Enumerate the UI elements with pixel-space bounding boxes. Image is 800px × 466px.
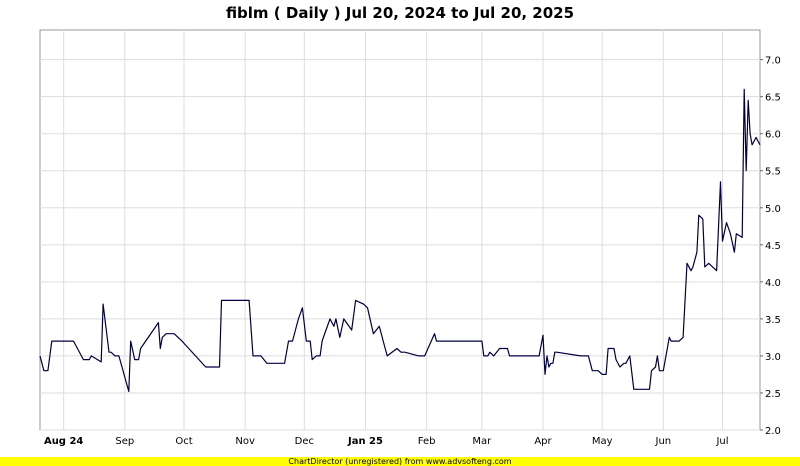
grid-layer	[40, 30, 760, 431]
x-tick-label: Feb	[418, 436, 436, 447]
y-tick-label: 3.0	[765, 352, 781, 363]
y-tick-label: 6.5	[765, 93, 781, 104]
watermark-footer: ChartDirector (unregistered) from www.ad…	[0, 457, 800, 466]
axis-layer: 2.0 2.5 3.0 3.5 4.0 4.5 5.0 5.5 6.0 6.5 7.0 Aug 24 S…	[44, 56, 781, 447]
y-tick-label: 4.0	[765, 278, 781, 289]
x-tick-label: Jun	[655, 436, 672, 447]
x-tick-label: Aug 24	[44, 436, 83, 447]
series-layer	[39, 88, 761, 393]
y-tick-label: 5.5	[765, 167, 781, 178]
x-tick-label: Oct	[175, 436, 192, 447]
chart-title: fiblm ( Daily ) Jul 20, 2024 to Jul 20, …	[225, 4, 575, 22]
x-tick-label: Jul	[715, 436, 728, 447]
x-tick-label: Mar	[472, 436, 492, 447]
y-tick-label: 5.0	[765, 204, 781, 215]
price-series-line	[39, 88, 761, 393]
y-tick-label: 7.0	[765, 56, 781, 67]
y-tick-label: 3.5	[765, 315, 781, 326]
x-tick-label: Jan 25	[347, 436, 383, 447]
y-tick-label: 4.5	[765, 241, 781, 252]
y-tick-label: 6.0	[765, 130, 781, 141]
x-tick-label: Dec	[295, 436, 314, 447]
y-tick-label: 2.0	[765, 426, 781, 437]
x-tick-label: Nov	[235, 436, 255, 447]
x-tick-label: Sep	[115, 436, 134, 447]
y-tick-label: 2.5	[765, 389, 781, 400]
x-tick-label: May	[592, 436, 613, 447]
x-tick-label: Apr	[534, 436, 552, 447]
